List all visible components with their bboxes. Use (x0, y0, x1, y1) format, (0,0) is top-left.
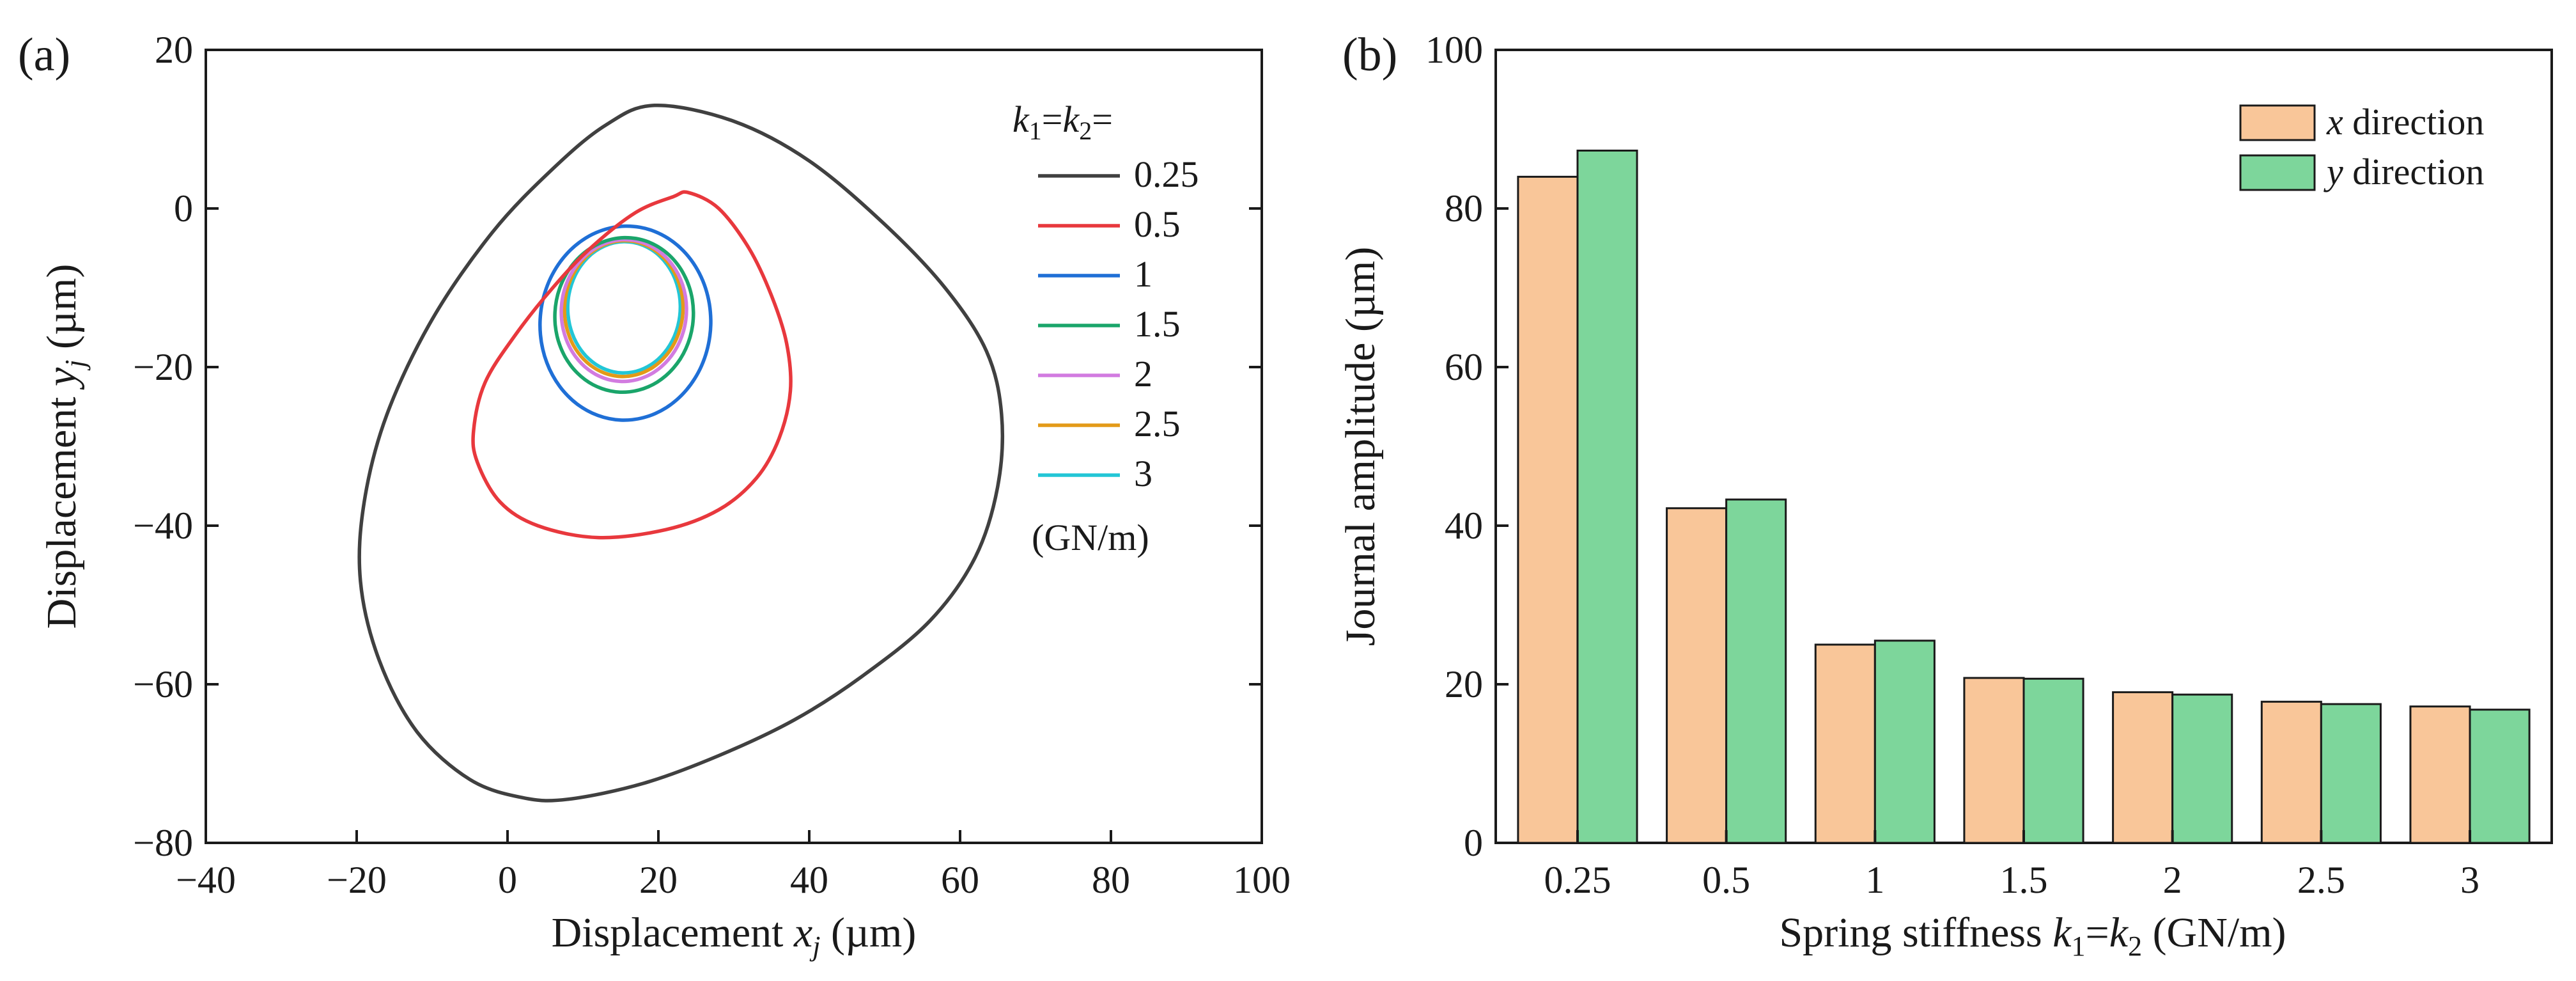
plot-a-frame (205, 49, 1263, 844)
plot-b-x-ticks: 0.25 0.5 1 1.5 2 2.5 3 (1544, 830, 2479, 901)
plot-b-y-ticks: 0 20 40 60 80 100 (1425, 29, 1509, 864)
legend-a-unit: (GN/m) (1032, 517, 1149, 558)
bar-y-2 (2171, 693, 2233, 844)
orbit-curve-0-25 (357, 104, 1004, 803)
bar-y-1-5 (2022, 677, 2084, 844)
bar-y-3 (2469, 709, 2531, 844)
plot-b-y-tick-label: 20 (1445, 663, 1483, 705)
plot-a-x-tick-label: 80 (1092, 859, 1130, 901)
legend-a-label-0-25: 0.25 (1134, 153, 1199, 195)
legend-a-label-1: 1 (1134, 253, 1152, 295)
panel-a-label: (a) (18, 29, 70, 81)
plot-a-x-axis-label: Displacement xj (µm) (552, 909, 917, 962)
plot-b-bars (1517, 149, 2531, 844)
panel-a: (a) −40 −20 0 20 40 60 80 100 −80 −60 −40 −20 0 20 D… (18, 29, 1291, 962)
bar-x-0-25 (1517, 175, 1579, 844)
legend-b-label-y: y direction (2324, 151, 2484, 192)
legend-a-label-2: 2 (1134, 353, 1152, 395)
orbit-curve-1-5 (553, 235, 695, 395)
plot-a-y-tick-label: −80 (133, 822, 193, 864)
plot-b-x-tick-label: 0.5 (1702, 859, 1750, 901)
bar-x-2 (2112, 691, 2174, 844)
plot-a-y-tick-label: −60 (133, 663, 193, 705)
legend-a-items: 0.25 0.5 1 1.5 2 2.5 3 (1038, 153, 1199, 494)
plot-a-y-tick-label: −40 (133, 505, 193, 547)
plot-b-legend: x direction y direction (2239, 101, 2484, 192)
plot-a-y-tick-label: 0 (174, 187, 193, 230)
bar-y-0-25 (1576, 149, 1638, 844)
plot-a-x-tick-label: 20 (639, 859, 678, 901)
panel-b: (b) 0 20 40 60 80 100 0.25 0.5 1 1.5 2 2.5 3 Spring… (1337, 29, 2553, 962)
plot-b-x-tick-label: 2 (2163, 859, 2182, 901)
bar-y-2-5 (2320, 703, 2382, 844)
bar-y-0-5 (1725, 498, 1787, 844)
orbit-curve-3 (566, 240, 683, 375)
plot-b-x-tick-label: 1 (1865, 859, 1884, 901)
plot-b-x-tick-label: 3 (2460, 859, 2479, 901)
panel-b-label: (b) (1342, 29, 1397, 81)
plot-a-x-tick-label: 0 (498, 859, 517, 901)
plot-a-y-axis-label: Displacement yj (µm) (38, 264, 91, 629)
plot-b-x-tick-label: 1.5 (2000, 859, 2048, 901)
plot-a-x-ticks: −40 −20 0 20 40 60 80 100 (176, 830, 1291, 901)
plot-b-y-tick-label: 60 (1445, 346, 1483, 388)
legend-b-swatch-x (2239, 104, 2316, 141)
plot-b-y-tick-label: 80 (1445, 187, 1483, 230)
plot-a-x-tick-label: 60 (941, 859, 979, 901)
bar-x-1-5 (1963, 677, 2025, 844)
plot-b-y-tick-label: 100 (1425, 29, 1483, 71)
legend-b-label-x: x direction (2326, 101, 2484, 143)
bar-x-3 (2409, 705, 2471, 844)
legend-b-swatch-y (2239, 154, 2316, 191)
orbit-curve-2 (559, 238, 688, 384)
plot-a-x-tick-label: −40 (176, 859, 236, 901)
plot-b-y-axis-label: Journal amplitude (µm) (1337, 247, 1384, 647)
plot-b-x-axis-label: Spring stiffness k1=k2 (GN/m) (1779, 909, 2286, 962)
legend-a-label-1-5: 1.5 (1134, 303, 1181, 345)
plot-b-x-tick-label: 2.5 (2297, 859, 2345, 901)
bar-x-1 (1814, 643, 1876, 844)
bar-y-1 (1874, 640, 1936, 844)
plot-b-y-tick-label: 0 (1464, 822, 1483, 864)
plot-a-y-ticks: −80 −60 −40 −20 0 20 (133, 29, 1262, 864)
plot-b-y-tick-label: 40 (1445, 505, 1483, 547)
plot-a-y-tick-label: 20 (155, 29, 193, 71)
plot-a-x-tick-label: −20 (327, 859, 387, 901)
bar-x-0-5 (1666, 507, 1728, 844)
orbit-curve-0-5 (471, 190, 793, 540)
orbit-curve-1 (538, 224, 713, 422)
plot-a-y-tick-label: −20 (133, 346, 193, 388)
plot-a-x-tick-label: 40 (790, 859, 828, 901)
bar-x-2-5 (2260, 700, 2322, 844)
plot-b-x-tick-label: 0.25 (1544, 859, 1611, 901)
plot-a-x-tick-label: 100 (1233, 859, 1291, 901)
legend-a-label-3: 3 (1134, 453, 1152, 494)
plot-a-legend: k1=k2= 0.25 0.5 1 1.5 2 2.5 3 (GN/m) (1013, 98, 1199, 558)
legend-a-label-2-5: 2.5 (1134, 403, 1181, 444)
legend-a-title: k1=k2= (1013, 98, 1113, 145)
plot-a-orbits (357, 104, 1004, 803)
legend-a-label-0-5: 0.5 (1134, 203, 1181, 245)
